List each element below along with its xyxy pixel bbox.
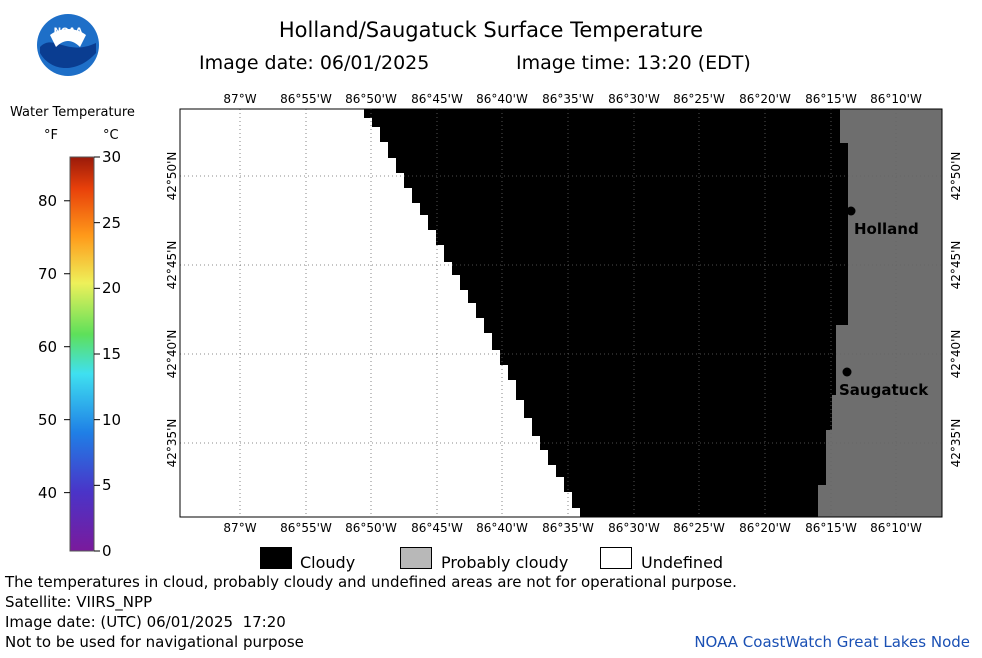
color-bar-ticks — [64, 156, 100, 552]
lat-label-left: 42°40'N — [165, 329, 179, 379]
lon-label-bottom: 86°25'W — [673, 521, 725, 535]
lon-label-bottom: 86°45'W — [411, 521, 463, 535]
lon-label-bottom: 86°55'W — [280, 521, 332, 535]
lon-label-top: 86°15'W — [805, 92, 857, 106]
map-frame — [179, 108, 943, 518]
lat-label-left: 42°45'N — [165, 240, 179, 290]
legend-title: Water Temperature — [10, 105, 135, 120]
fahrenheit-tick-label: 50 — [38, 410, 58, 429]
lat-label-left: 42°50'N — [165, 151, 179, 201]
key-swatch-cloudy — [260, 547, 292, 569]
legend-unit-f: °F — [44, 128, 58, 143]
lon-label-top: 86°55'W — [280, 92, 332, 106]
celsius-tick-label: 0 — [102, 542, 112, 560]
key-swatch-undefined — [600, 547, 632, 569]
cloudy-region — [364, 109, 848, 517]
noaa-logo-text: NOAA — [54, 27, 83, 37]
noaa-logo: NOAA — [37, 14, 99, 76]
legend-unit-c: °C — [103, 128, 119, 143]
holland-marker — [846, 206, 856, 216]
celsius-tick-label: 20 — [102, 279, 122, 298]
lon-label-top: 86°40'W — [476, 92, 528, 106]
page-title: Holland/Saugatuck Surface Temperature — [278, 18, 704, 42]
lon-label-top: 86°50'W — [345, 92, 397, 106]
lon-label-top: 86°35'W — [542, 92, 594, 106]
place-label-holland: Holland — [854, 220, 919, 238]
key-label-cloudy: Cloudy — [300, 553, 356, 572]
lon-label-bottom: 86°35'W — [542, 521, 594, 535]
place-label-saugatuck: Saugatuck — [839, 381, 929, 399]
lat-label-right: 42°40'N — [949, 329, 963, 379]
lon-label-bottom: 86°10'W — [870, 521, 922, 535]
footer-utc-date: Image date: (UTC) 06/01/2025 17:20 — [5, 613, 286, 631]
footer-nav-warning: Not to be used for navigational purpose — [5, 633, 304, 651]
image-time: Image time: 13:20 (EDT) — [516, 52, 751, 74]
lon-label-bottom: 87°W — [223, 521, 257, 535]
lon-label-top: 86°45'W — [411, 92, 463, 106]
key-swatch-probably-cloudy — [400, 547, 432, 569]
lat-label-right: 42°50'N — [949, 151, 963, 201]
fahrenheit-tick-label: 70 — [38, 264, 58, 283]
fahrenheit-tick-label: 40 — [38, 483, 58, 502]
celsius-tick-label: 15 — [102, 345, 122, 363]
graticule — [180, 109, 942, 517]
lon-label-top: 86°30'W — [608, 92, 660, 106]
celsius-tick-label: 5 — [102, 476, 112, 495]
lon-label-bottom: 86°30'W — [608, 521, 660, 535]
celsius-tick-label: 10 — [102, 410, 122, 429]
lat-label-left: 42°35'N — [165, 418, 179, 468]
lon-label-bottom: 86°20'W — [739, 521, 791, 535]
lat-label-right: 42°35'N — [949, 418, 963, 468]
lon-label-bottom: 86°40'W — [476, 521, 528, 535]
saugatuck-marker — [842, 367, 852, 377]
celsius-tick-label: 25 — [102, 213, 122, 232]
footer-credit: NOAA CoastWatch Great Lakes Node — [694, 633, 970, 651]
lon-label-bottom: 86°50'W — [345, 521, 397, 535]
footer-note: The temperatures in cloud, probably clou… — [5, 573, 737, 591]
lat-label-right: 42°45'N — [949, 240, 963, 290]
fahrenheit-tick-label: 80 — [38, 191, 58, 210]
lon-label-top: 86°25'W — [673, 92, 725, 106]
lon-label-bottom: 86°15'W — [805, 521, 857, 535]
celsius-tick-label: 30 — [102, 148, 122, 166]
image-date: Image date: 06/01/2025 — [199, 52, 430, 74]
footer-satellite: Satellite: VIIRS_NPP — [5, 593, 153, 611]
fahrenheit-tick-label: 60 — [38, 337, 58, 356]
color-bar — [69, 156, 95, 552]
lon-label-top: 87°W — [223, 92, 257, 106]
key-label-undefined: Undefined — [641, 553, 724, 572]
key-label-probably-cloudy: Probably cloudy — [441, 553, 569, 572]
lon-label-top: 86°20'W — [739, 92, 791, 106]
lon-label-top: 86°10'W — [870, 92, 922, 106]
